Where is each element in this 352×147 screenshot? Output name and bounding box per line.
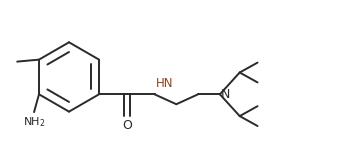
Text: HN: HN bbox=[156, 77, 173, 90]
Text: N: N bbox=[221, 88, 230, 101]
Text: O: O bbox=[122, 119, 132, 132]
Text: NH$_2$: NH$_2$ bbox=[23, 115, 45, 129]
